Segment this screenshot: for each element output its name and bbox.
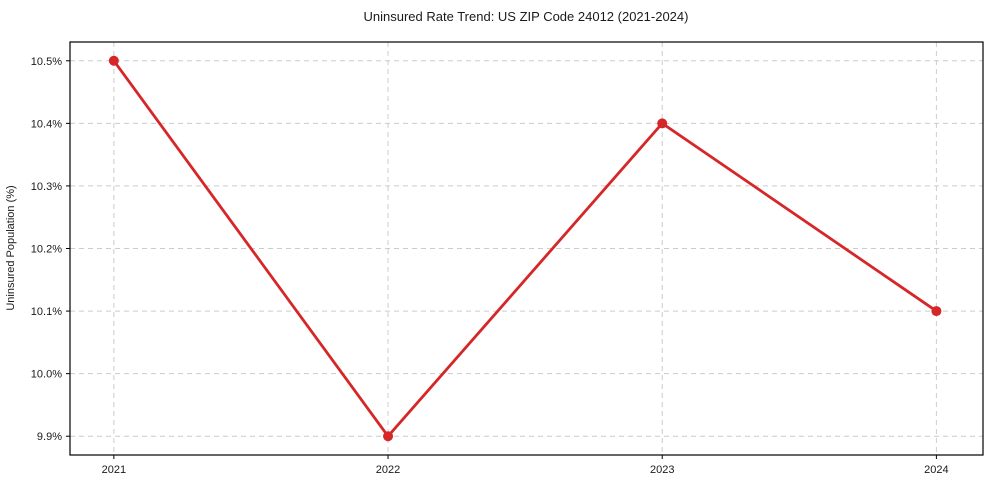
chart-title: Uninsured Rate Trend: US ZIP Code 24012 … bbox=[364, 9, 689, 24]
y-tick-label: 9.9% bbox=[37, 431, 62, 443]
data-point bbox=[108, 55, 119, 66]
y-tick-label: 10.3% bbox=[31, 181, 62, 193]
x-tick-label: 2024 bbox=[924, 464, 948, 476]
trend-line bbox=[112, 59, 938, 438]
y-axis-label: Uninsured Population (%) bbox=[5, 185, 17, 310]
y-tick-label: 10.5% bbox=[31, 56, 62, 68]
trend-line-layer bbox=[108, 55, 942, 442]
plot-border bbox=[69, 41, 984, 456]
x-tick-label: 2023 bbox=[650, 464, 674, 476]
grid bbox=[70, 42, 983, 455]
y-tick-label: 10.1% bbox=[31, 306, 62, 318]
y-tick-label: 10.4% bbox=[31, 118, 62, 130]
y-tick-label: 10.2% bbox=[31, 244, 62, 256]
x-tick-label: 2022 bbox=[376, 464, 400, 476]
axes: 9.9% 10.0% 10.1% 10.2% 10.3% 10.4% 10.5% 2021 20… bbox=[31, 56, 949, 476]
y-tick-label: 10.0% bbox=[31, 369, 62, 381]
x-tick-label: 2021 bbox=[102, 464, 126, 476]
data-point bbox=[931, 306, 942, 317]
data-point bbox=[383, 431, 394, 442]
data-point bbox=[657, 118, 668, 129]
